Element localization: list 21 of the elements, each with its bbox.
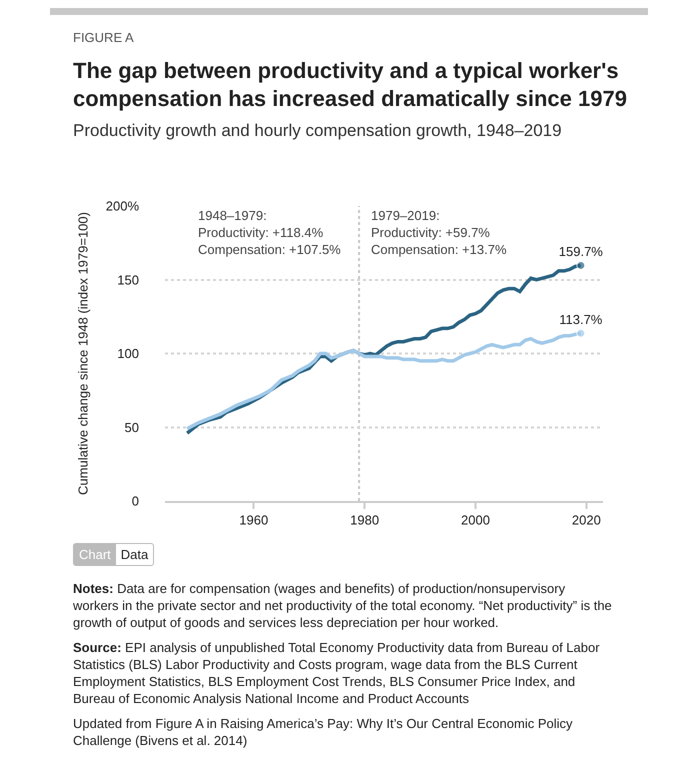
source-note: Source: EPI analysis of unpublished Total Economy Productivity data from Bureau of Labor Statistics (BLS) Labor Productivity and Costs program, wage data from the BLS Current Employment Statistics, BLS Employment Cost Trends, BLS Consumer Price Index, and Bureau of Economic Analysis National Income and Product Accounts <box>73 639 601 707</box>
y-tick-label: 150 <box>117 272 139 288</box>
text: FIGURE A <box>73 30 135 45</box>
chart-subtitle: Productivity growth and hourly compensation growth, 1948–2019 <box>73 121 563 141</box>
data-label: 159.7% <box>558 244 604 260</box>
text: Updated from Figure A in Raising America’s Pay: Why It’s Our Central Economic Policy Challenge (Bivens et al. 2014) <box>73 715 574 749</box>
y-tick-label: 0 <box>132 494 139 509</box>
text: Notes: Data are for compensation (wages and benefits) of production/nonsupervisory workers in the private sector and net productivity of the total economy. “Net productivity” is the growth of output of goods and services less depreciation per hour worked. <box>73 580 613 631</box>
y-axis-title: Cumulative change since 1948 (index 1979=100) <box>76 212 91 495</box>
annotation: 1948–1979: Productivity: +118.4% Compensation: +107.5% <box>198 208 342 257</box>
y-tick-label: 200% <box>106 198 140 214</box>
x-tick-label: 1980 <box>350 512 380 528</box>
annotation: 1979–2019: Productivity: +59.7% Compensation: +13.7% <box>371 208 507 257</box>
x-tick-label: 1960 <box>239 512 268 528</box>
y-tick-label: 100 <box>117 346 139 362</box>
view-toggle: Chart Data <box>73 543 154 566</box>
x-tick-label: 2000 <box>461 512 490 528</box>
y-tick-label: 50 <box>124 420 139 435</box>
chart-title: The gap between productivity and a typical worker's compensation has increased dramatically since 1979 <box>73 57 628 113</box>
x-tick-label: 2020 <box>572 512 601 528</box>
data-label: 113.7% <box>559 312 603 328</box>
